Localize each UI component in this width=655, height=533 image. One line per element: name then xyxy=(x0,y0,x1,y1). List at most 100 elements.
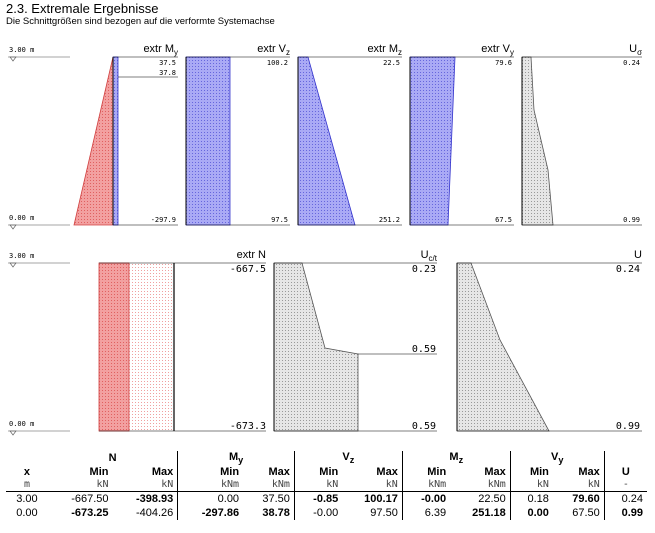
unit: kNm xyxy=(177,478,244,493)
header-u: U xyxy=(603,465,647,479)
unit: kNm xyxy=(450,478,511,493)
table-cell: 38.78 xyxy=(262,507,290,520)
level-label-top: 3.00 m xyxy=(9,46,34,54)
vz-title: extr Vz xyxy=(257,43,290,57)
u-ct-label-top: 0.23 xyxy=(412,264,436,275)
cell-x: 0.00 xyxy=(16,507,38,520)
header-vy-min: Min xyxy=(509,465,553,479)
table-cell: 100.17 xyxy=(364,493,398,506)
n-max-area xyxy=(129,263,174,431)
diagram-u-total: U 0.24 0.99 xyxy=(456,249,642,432)
table-cell: 0.00 xyxy=(177,491,244,507)
table-cell: 6.39 xyxy=(401,506,451,521)
unit: kNm xyxy=(401,478,451,493)
u-total-area xyxy=(456,262,550,432)
table-cell: -0.85 xyxy=(293,491,343,507)
u-ct-label-bottom: 0.59 xyxy=(412,421,436,432)
cell-u: 0.24 xyxy=(603,491,647,507)
header-vy-max: Max xyxy=(578,465,600,478)
table-units: m kN kN kNm kNm kN kN kNm kNm kN kN - xyxy=(6,478,647,493)
header-n-max: Max xyxy=(151,465,174,478)
header-my-max: Max xyxy=(268,465,290,478)
table-cell: -398.93 xyxy=(135,493,174,506)
table-subheader: x Min Max Min Max Min Max Min Max Min Ma… xyxy=(6,465,647,479)
level-marker-top-row2: 3.00 m xyxy=(8,252,70,268)
u-sigma-title: Uσ xyxy=(629,43,642,57)
table-cell: 37.50 xyxy=(262,493,290,506)
header-vz-max: Max xyxy=(376,465,398,478)
u-ct-title: Uc/t xyxy=(421,249,438,263)
unit: kNm xyxy=(243,478,295,493)
diagram-mz: extr Mz 22.5 251.2 xyxy=(297,43,402,226)
table-cell: 97.50 xyxy=(370,507,398,520)
table-cell: -297.86 xyxy=(177,506,244,521)
table-row: 3.00 -667.50 -398.93 0.00 37.50 -0.85 100.17 -0… xyxy=(6,491,647,507)
level-marker-bottom-row2: 0.00 m xyxy=(8,420,70,436)
mz-title: extr Mz xyxy=(367,43,402,57)
unit: kN xyxy=(552,478,605,493)
mz-label-bottom: 251.2 xyxy=(379,216,400,224)
vy-area xyxy=(409,56,456,226)
mz-label-top: 22.5 xyxy=(383,59,400,67)
vy-title: extr Vy xyxy=(481,43,514,57)
level-label-bottom: 0.00 m xyxy=(9,214,34,222)
cell-u: 0.99 xyxy=(603,506,647,521)
diagram-u-ct: Uc/t 0.23 0.59 0.59 xyxy=(273,249,438,432)
section-title: 2.3. Extremale Ergebnisse xyxy=(6,1,159,16)
header-vz-min: Min xyxy=(293,465,343,479)
diagram-u-sigma: Uσ 0.24 0.99 xyxy=(521,43,642,226)
n-title: extr N xyxy=(237,249,266,261)
section-subtitle: Die Schnittgrößen sind bezogen auf die v… xyxy=(6,16,275,27)
unit: kN xyxy=(293,478,343,493)
my-min-area xyxy=(73,56,114,226)
diagram-my: extr My 37.5 37.8 -297.9 xyxy=(73,43,178,226)
vz-label-bottom: 97.5 xyxy=(271,216,288,224)
unit: kN xyxy=(342,478,403,493)
my-label-top: 37.5 xyxy=(159,59,176,67)
cell-x: 3.00 xyxy=(16,493,38,506)
unit: kN xyxy=(509,478,553,493)
u-ct-label-mid: 0.59 xyxy=(412,344,436,355)
unit: kN xyxy=(47,478,113,493)
n-label-bottom: -673.3 xyxy=(230,421,266,432)
group-my: My xyxy=(177,451,295,466)
mz-area xyxy=(297,56,356,226)
result-diagrams: 3.00 m 0.00 m extr My 37.5 37.8 -297.9 e… xyxy=(8,43,642,436)
u-sigma-label-bottom: 0.99 xyxy=(623,216,640,224)
table-cell: -404.26 xyxy=(135,507,174,520)
header-x: x xyxy=(23,465,31,478)
my-label-mid: 37.8 xyxy=(159,69,176,77)
unit-x: m xyxy=(6,478,48,493)
level-marker-bottom-row1: 0.00 m xyxy=(8,214,70,230)
u-total-title: U xyxy=(634,249,642,261)
unit-u: - xyxy=(603,478,647,493)
group-vy: Vy xyxy=(509,451,605,466)
vy-label-bottom: 67.5 xyxy=(495,216,512,224)
diagram-n: extr N -667.5 -673.3 xyxy=(98,249,266,432)
table-cell: 67.50 xyxy=(572,507,600,520)
vz-label-top: 100.2 xyxy=(267,59,288,67)
header-my-min: Min xyxy=(177,465,244,479)
u-sigma-label-top: 0.24 xyxy=(623,59,640,67)
table-cell: -667.50 xyxy=(71,493,109,506)
header-mz-min: Min xyxy=(401,465,451,479)
u-ct-area xyxy=(273,262,359,432)
my-label-bottom: -297.9 xyxy=(151,216,176,224)
u-total-label-top: 0.24 xyxy=(616,264,640,275)
level-label-top-row2: 3.00 m xyxy=(9,252,34,260)
table-group-header: N My Vz Mz Vy xyxy=(6,451,647,466)
table-cell: -673.25 xyxy=(71,507,109,520)
table-cell: 251.18 xyxy=(472,507,506,520)
unit: kN xyxy=(112,478,178,493)
diagram-vy: extr Vy 79.6 67.5 xyxy=(409,43,514,226)
vz-area xyxy=(185,56,231,226)
vy-label-top: 79.6 xyxy=(495,59,512,67)
diagram-vz: extr Vz 100.2 97.5 xyxy=(185,43,290,226)
u-total-label-bottom: 0.99 xyxy=(616,421,640,432)
table-cell: 22.50 xyxy=(478,493,506,506)
my-title: extr My xyxy=(143,43,178,57)
level-marker-top-row1: 3.00 m xyxy=(8,46,70,62)
table-cell: -0.00 xyxy=(401,491,451,507)
group-n: N xyxy=(108,452,117,465)
group-mz: Mz xyxy=(401,451,511,466)
